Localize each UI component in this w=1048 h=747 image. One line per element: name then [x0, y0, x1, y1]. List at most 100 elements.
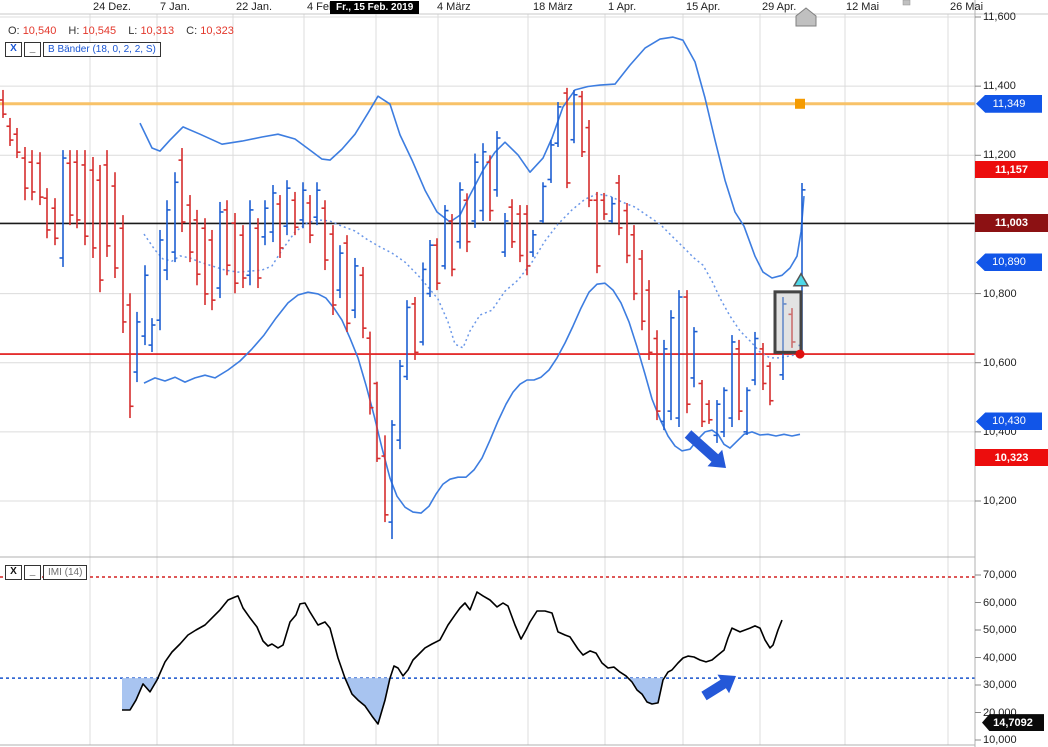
scrollbar-fragment[interactable]	[902, 0, 911, 6]
ohlc-bar[interactable]	[743, 387, 751, 435]
ohlc-bar[interactable]	[554, 102, 562, 147]
ohlc-bar[interactable]	[419, 262, 427, 346]
time-slider-handle[interactable]	[795, 7, 817, 27]
imi-legend-label[interactable]: IMI (14)	[43, 565, 88, 580]
ohlc-bar[interactable]	[111, 172, 119, 279]
ohlc-bar[interactable]	[547, 140, 555, 183]
ohlc-bar[interactable]	[720, 387, 728, 438]
ohlc-bar[interactable]	[171, 172, 179, 263]
ohlc-bar[interactable]	[306, 195, 314, 244]
bbands-legend-label[interactable]: B Bänder (18, 0, 2, 2, S)	[43, 42, 161, 57]
ohlc-bar[interactable]	[751, 331, 759, 386]
ohlc-bar[interactable]	[728, 335, 736, 428]
ohlc-bar[interactable]	[493, 131, 501, 197]
down-arrow-annotation[interactable]	[684, 430, 726, 468]
ohlc-bar[interactable]	[486, 155, 494, 221]
ohlc-bar[interactable]	[0, 89, 7, 118]
ohlc-bar[interactable]	[653, 330, 661, 421]
ohlc-bar[interactable]	[508, 199, 516, 248]
ohlc-bar[interactable]	[119, 215, 127, 333]
ohlc-bar[interactable]	[291, 191, 299, 236]
ohlc-bar[interactable]	[456, 182, 464, 249]
ohlc-bar[interactable]	[448, 214, 456, 277]
ohlc-bar[interactable]	[441, 205, 449, 270]
ohlc-bar[interactable]	[246, 200, 254, 286]
ohlc-bar[interactable]	[96, 164, 104, 293]
ohlc-bar[interactable]	[600, 192, 608, 220]
ohlc-bar[interactable]	[501, 213, 509, 257]
ohlc-bar[interactable]	[133, 311, 141, 383]
price-tag-10430[interactable]: 10,430	[976, 412, 1042, 431]
ohlc-bar[interactable]	[81, 150, 89, 246]
up-arrow-annotation[interactable]	[701, 674, 736, 701]
ohlc-bar[interactable]	[788, 308, 796, 348]
ohlc-bar[interactable]	[759, 343, 767, 391]
ohlc-bar[interactable]	[623, 202, 631, 264]
ohlc-bar[interactable]	[36, 152, 44, 206]
ohlc-bar[interactable]	[178, 148, 186, 233]
minimize-icon[interactable]: _	[24, 42, 41, 57]
ohlc-bar[interactable]	[343, 235, 351, 332]
ohlc-bar[interactable]	[43, 188, 51, 239]
ohlc-bar[interactable]	[630, 225, 638, 301]
ohlc-bar[interactable]	[21, 146, 29, 201]
highlight-box[interactable]	[773, 290, 803, 354]
close-icon[interactable]: X	[5, 565, 22, 580]
ohlc-bar[interactable]	[516, 205, 524, 263]
ohlc-bar[interactable]	[479, 143, 487, 221]
ohlc-bar[interactable]	[231, 213, 239, 294]
ohlc-bar[interactable]	[336, 245, 344, 299]
price-tag-11349[interactable]: 11,349	[976, 94, 1042, 113]
ohlc-bar[interactable]	[359, 266, 367, 339]
ohlc-bar[interactable]	[156, 229, 164, 331]
ohlc-bar[interactable]	[578, 90, 586, 158]
ohlc-bar[interactable]	[329, 225, 337, 316]
ohlc-bar[interactable]	[13, 127, 21, 159]
ohlc-bar[interactable]	[126, 293, 134, 419]
ohlc-bar[interactable]	[6, 117, 14, 146]
price-tag-10890[interactable]: 10,890	[976, 253, 1042, 272]
ohlc-bar[interactable]	[73, 150, 81, 229]
price-tag-10323[interactable]: 10,323	[975, 449, 1048, 467]
ohlc-bar[interactable]	[186, 195, 194, 263]
ohlc-bar[interactable]	[103, 150, 111, 257]
ohlc-bar[interactable]	[351, 257, 359, 319]
ohlc-bar[interactable]	[615, 174, 623, 236]
close-icon[interactable]: X	[5, 42, 22, 57]
ohlc-bar[interactable]	[59, 150, 67, 267]
ohlc-bar[interactable]	[585, 120, 593, 208]
ohlc-bar[interactable]	[163, 200, 171, 281]
ohlc-bar[interactable]	[269, 185, 277, 243]
ohlc-bar[interactable]	[216, 201, 224, 299]
imi-value-tag[interactable]: 14,7092	[982, 714, 1044, 732]
ohlc-bar[interactable]	[208, 229, 216, 311]
ohlc-bar[interactable]	[667, 310, 675, 421]
ohlc-bar[interactable]	[471, 153, 479, 228]
red-line-handle[interactable]	[795, 349, 805, 359]
ohlc-bar[interactable]	[705, 400, 713, 424]
orange-line-handle[interactable]	[795, 98, 805, 109]
ohlc-bar[interactable]	[193, 209, 201, 286]
ohlc-bar[interactable]	[396, 359, 404, 450]
ohlc-bar[interactable]	[645, 280, 653, 360]
ohlc-bar[interactable]	[141, 265, 149, 346]
ohlc-bar[interactable]	[570, 89, 578, 144]
ohlc-bar[interactable]	[373, 381, 381, 462]
minimize-icon[interactable]: _	[24, 565, 41, 580]
plot-area[interactable]	[0, 14, 975, 745]
ohlc-bar[interactable]	[299, 182, 307, 229]
ohlc-bar[interactable]	[89, 157, 97, 258]
ohlc-bar[interactable]	[690, 327, 698, 388]
ohlc-bar[interactable]	[608, 197, 616, 224]
ohlc-bar[interactable]	[28, 150, 36, 201]
triangle-marker-icon[interactable]	[792, 272, 810, 287]
ohlc-bar[interactable]	[660, 339, 668, 431]
ohlc-bar[interactable]	[411, 297, 419, 360]
ohlc-bar[interactable]	[523, 205, 531, 276]
ohlc-bar[interactable]	[201, 218, 209, 305]
ohlc-bar[interactable]	[403, 300, 411, 381]
ohlc-bar[interactable]	[683, 290, 691, 414]
ohlc-bar[interactable]	[51, 198, 59, 246]
ohlc-bar[interactable]	[529, 229, 537, 257]
